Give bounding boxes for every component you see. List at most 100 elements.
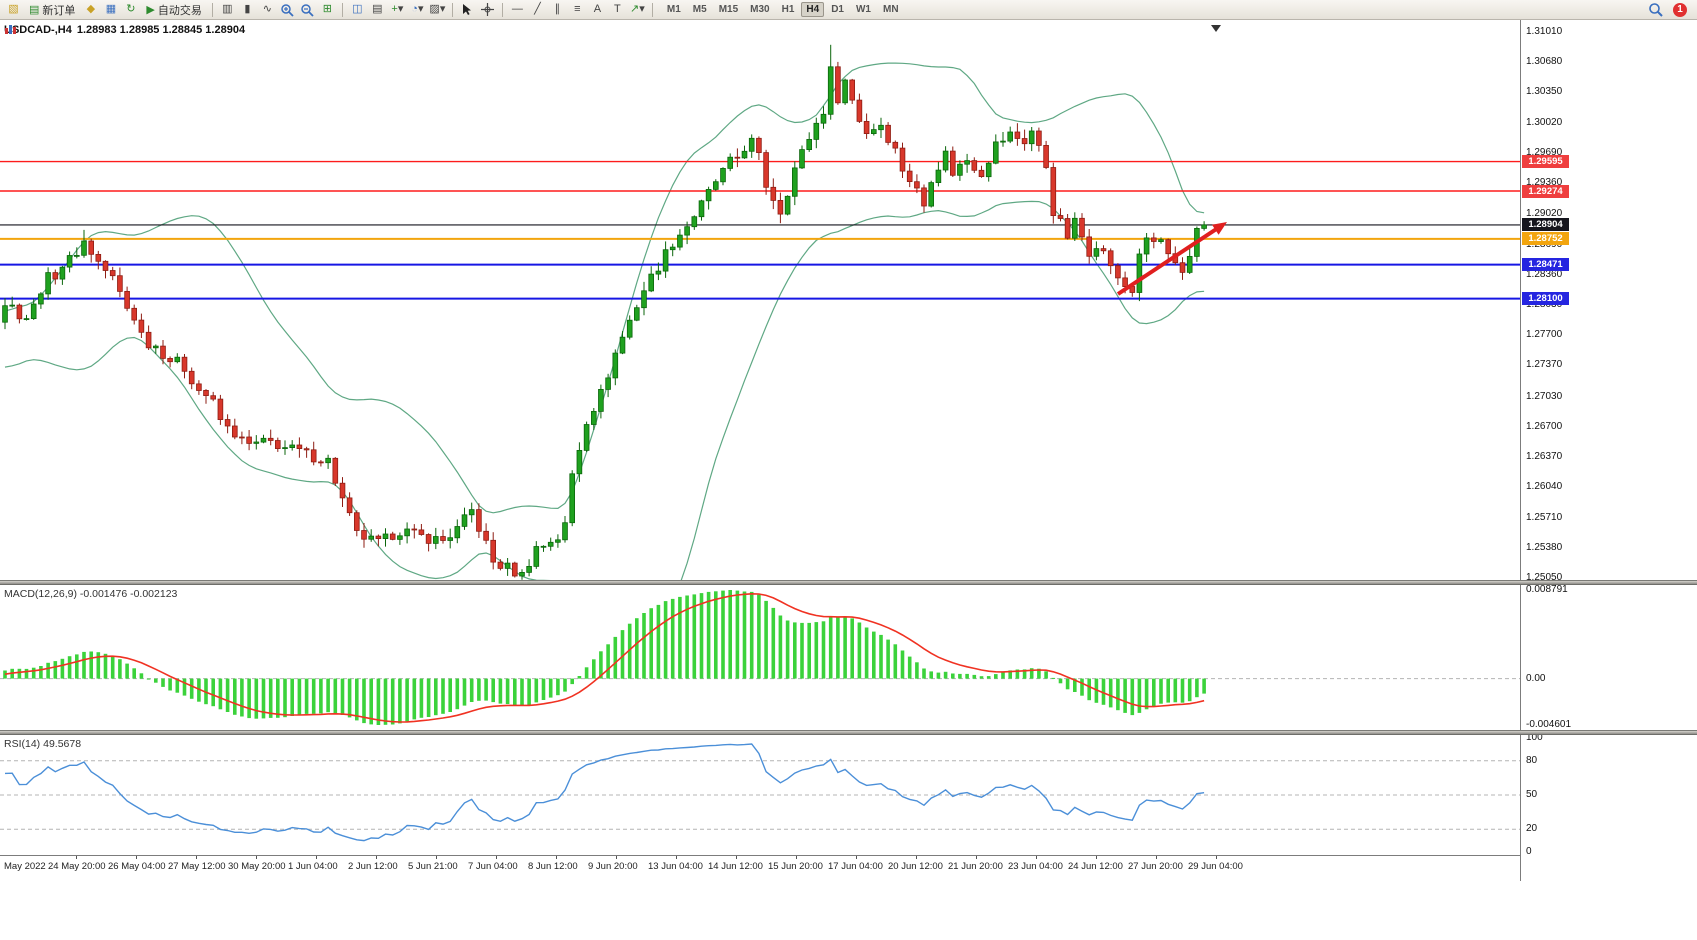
toolbar-separator [651, 2, 653, 17]
chart-shift-marker[interactable] [1211, 25, 1221, 32]
toolbar-separator [341, 2, 343, 17]
cursor-icon[interactable] [458, 1, 477, 19]
price-tag: 1.28471 [1522, 258, 1569, 271]
period-clock-icon[interactable]: ◔ ▾ [411, 3, 424, 15]
arrange-charts-icon[interactable]: ◫ [352, 3, 363, 15]
candlestick-plot [0, 44, 1520, 580]
time-label: 27 Jun 20:00 [1128, 861, 1183, 872]
time-label: 9 Jun 20:00 [588, 861, 638, 872]
price-tick: 1.25710 [1526, 512, 1563, 523]
time-tick [1096, 856, 1097, 859]
charts-window-icon[interactable]: ▦ [105, 3, 117, 15]
time-label: 27 May 12:00 [168, 861, 226, 872]
time-label: 23 Jun 04:00 [1008, 861, 1063, 872]
timeframe-w1[interactable]: W1 [855, 4, 871, 15]
price-tick: 1.27370 [1526, 359, 1563, 370]
macd-scale-tick: -0.004601 [1526, 719, 1572, 730]
tile-windows-icon[interactable]: ⊞ [322, 3, 332, 15]
crosshair-icon[interactable] [478, 1, 497, 19]
price-tick: 1.28360 [1526, 269, 1563, 280]
macd-label: MACD(12,26,9) -0.001476 -0.002123 [4, 588, 178, 600]
autotrade-button[interactable]: ▶ 自动交易 [141, 1, 206, 19]
toolbar-separator [451, 2, 453, 17]
main-toolbar: ▧ ▤ 新订单 ◆ ▦ ↻ ▶ 自动交易 ▥ ▮ ∿ ⊞ ◫ ▤ + ▾ ◔ ▾ ▨… [0, 0, 1697, 20]
price-axis[interactable]: 1.31010 1.30680 1.30350 1.30020 1.29690 1.293… [1520, 20, 1697, 881]
time-label: 21 Jun 20:00 [948, 861, 1003, 872]
terminal-icon[interactable]: ▧ [8, 3, 19, 15]
time-label: 8 Jun 12:00 [528, 861, 578, 872]
macd-main-value: -0.001476 [79, 588, 128, 600]
time-tick [196, 856, 197, 859]
timeframe-m30[interactable]: M30 [750, 4, 770, 15]
profiles-icon[interactable]: ◆ [86, 3, 96, 15]
time-label: May 2022 [4, 861, 46, 872]
timeframe-h1[interactable]: H1 [781, 4, 795, 15]
template-icon[interactable]: ▨ ▾ [429, 3, 446, 15]
autotrade-play-icon: ▶ [146, 4, 155, 16]
time-tick [856, 856, 857, 859]
rsi-plot [0, 743, 1520, 842]
timeframe-m15[interactable]: M15 [718, 4, 739, 15]
splitter-rsi[interactable] [0, 730, 1697, 735]
text-tool-icon[interactable]: A [593, 3, 602, 15]
macd-panel[interactable]: MACD(12,26,9) -0.001476 -0.002123 [0, 585, 1520, 730]
time-label: 24 Jun 12:00 [1068, 861, 1123, 872]
bar-chart-icon[interactable]: ▥ [222, 3, 233, 15]
splitter-macd[interactable] [0, 580, 1697, 585]
timeframe-mn[interactable]: MN [882, 4, 899, 15]
search-icon[interactable] [1646, 1, 1665, 19]
refresh-icon[interactable]: ↻ [126, 3, 136, 15]
time-tick [376, 856, 377, 859]
fibonacci-tool-icon[interactable]: ≡ [574, 3, 581, 15]
time-label: 7 Jun 04:00 [468, 861, 518, 872]
price-tick: 1.26370 [1526, 451, 1563, 462]
price-tick: 1.29360 [1526, 177, 1563, 188]
horizontal-line-tool-icon[interactable]: — [511, 3, 523, 15]
price-tick: 1.27700 [1526, 329, 1563, 340]
chart-title: USDCAD-,H4 1.28983 1.28985 1.28845 1.289… [4, 24, 245, 36]
price-tick: 1.29690 [1526, 147, 1563, 158]
time-label: 2 Jun 12:00 [348, 861, 398, 872]
time-label: 15 Jun 20:00 [768, 861, 823, 872]
shapes-tool-icon[interactable]: ↗ ▾ [630, 3, 645, 15]
price-tick: 1.25050 [1526, 572, 1563, 583]
time-tick [736, 856, 737, 859]
new-order-button[interactable]: ▤ 新订单 [24, 1, 80, 19]
price-tick: 1.25380 [1526, 542, 1563, 553]
rsi-scale-tick: 20 [1526, 823, 1538, 834]
zoom-in-icon[interactable] [278, 1, 297, 19]
zoom-out-icon[interactable] [298, 1, 317, 19]
macd-scale-tick: 0.00 [1526, 673, 1546, 684]
time-tick [676, 856, 677, 859]
time-tick [616, 856, 617, 859]
time-label: 5 Jun 21:00 [408, 861, 458, 872]
price-tick: 1.26700 [1526, 421, 1563, 432]
add-indicator-icon[interactable]: + ▾ [391, 3, 404, 15]
time-axis[interactable]: May 2022 24 May 20:00 26 May 04:00 27 May 1… [0, 855, 1697, 881]
candlestick-chart-icon[interactable]: ▮ [244, 3, 251, 15]
trendline-tool-icon[interactable]: ╱ [534, 3, 541, 15]
timeframe-m5[interactable]: M5 [692, 4, 707, 15]
price-chart[interactable]: USDCAD-,H4 1.28983 1.28985 1.28845 1.289… [0, 20, 1520, 580]
timeframe-d1[interactable]: D1 [831, 4, 844, 15]
time-tick [1216, 856, 1217, 859]
channel-tool-icon[interactable]: ∥ [554, 3, 561, 15]
label-tool-icon[interactable]: T [614, 3, 621, 15]
price-tick: 1.29020 [1526, 208, 1563, 219]
price-tick: 1.30350 [1526, 86, 1563, 97]
price-tick: 1.31010 [1526, 26, 1563, 37]
price-tag: 1.29595 [1522, 155, 1569, 168]
price-tag: 1.28752 [1522, 232, 1569, 245]
time-tick [556, 856, 557, 859]
timeframe-h4[interactable]: H4 [801, 2, 825, 17]
chart-list-icon[interactable]: ▤ [372, 3, 383, 15]
rsi-panel[interactable]: RSI(14) 49.5678 [0, 735, 1520, 855]
new-order-icon: ▤ [29, 4, 40, 16]
line-chart-icon[interactable]: ∿ [262, 3, 272, 15]
price-tick: 1.30680 [1526, 56, 1563, 67]
timeframe-m1[interactable]: M1 [666, 4, 681, 15]
toolbar-separator [501, 2, 503, 17]
notification-badge[interactable]: 1 [1673, 2, 1687, 17]
time-label: 17 Jun 04:00 [828, 861, 883, 872]
